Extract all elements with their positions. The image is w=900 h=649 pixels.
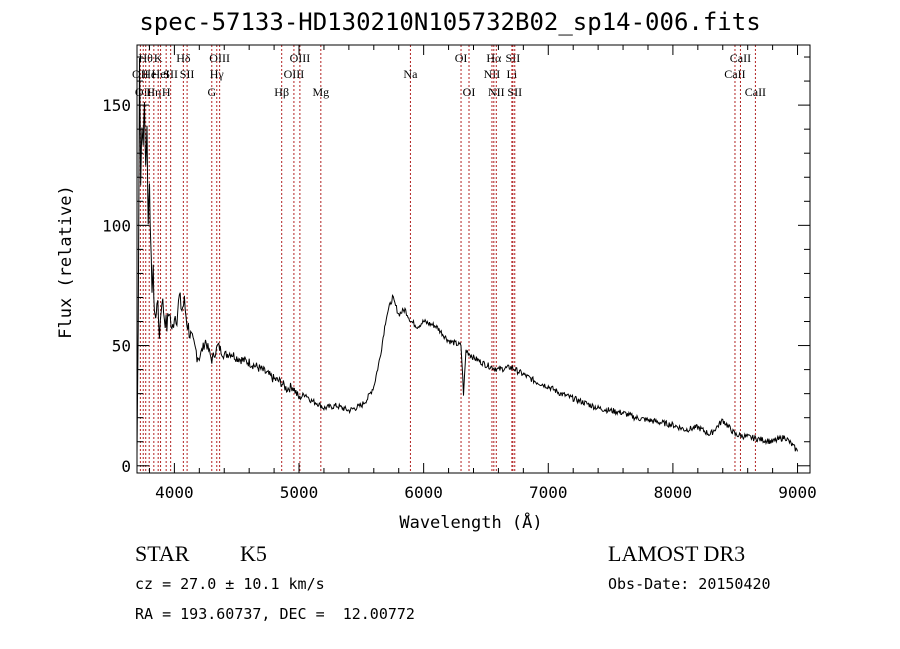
y-tick-label: 0 — [121, 457, 131, 476]
object-class: STAR — [135, 541, 190, 566]
obs-date-text: Obs-Date: 20150420 — [608, 575, 771, 593]
line-marker-label: SII — [180, 67, 195, 81]
line-marker-label: H — [162, 85, 171, 99]
line-marker-label: Hγ — [210, 67, 225, 81]
line-marker-label: CaII — [745, 85, 766, 99]
line-marker-label: Hδ — [176, 51, 191, 65]
x-tick-label: 9000 — [778, 483, 817, 502]
line-marker-label: SII — [507, 85, 522, 99]
line-marker-group: OIIOIIHθHeHηKHeIHSIIHδSIIGHγOIIIHβOIIIOI… — [132, 45, 766, 473]
x-tick-label: 7000 — [529, 483, 568, 502]
x-tick-label: 6000 — [404, 483, 443, 502]
y-axis-label: Flux (relative) — [56, 185, 76, 339]
line-marker-label: Hβ — [274, 85, 289, 99]
line-marker-label: OI — [455, 51, 468, 65]
line-marker-label: SII — [163, 67, 178, 81]
line-marker-label: Na — [403, 67, 418, 81]
line-marker-label: CaII — [724, 67, 745, 81]
line-marker-label: HeI — [152, 67, 170, 81]
line-marker-label: OIII — [290, 51, 311, 65]
line-marker-label: Li — [507, 67, 518, 81]
line-marker-label: Mg — [312, 85, 329, 99]
line-marker-label: Hθ — [139, 51, 154, 65]
plot-frame — [136, 44, 811, 474]
line-marker-label: Hα — [486, 51, 502, 65]
y-tick-label: 150 — [102, 96, 131, 115]
line-marker-label: OIII — [209, 51, 230, 65]
line-marker-label: NII — [484, 67, 501, 81]
x-tick-label: 8000 — [654, 483, 693, 502]
chart-title: spec-57133-HD130210N105732B02_sp14-006.f… — [139, 8, 761, 36]
line-marker-label: G — [207, 85, 216, 99]
y-tick-label: 50 — [112, 337, 131, 356]
line-marker-label: NII — [488, 85, 505, 99]
object-subclass: K5 — [240, 541, 267, 566]
line-marker-label: SII — [506, 51, 521, 65]
line-marker-label: OIII — [284, 67, 305, 81]
axes-group — [136, 44, 811, 474]
spectrum-line — [136, 58, 798, 454]
line-marker-label: Hη — [146, 85, 161, 99]
survey-name: LAMOST DR3 — [608, 541, 746, 566]
x-axis-label: Wavelength (Å) — [399, 511, 542, 533]
radec-text: RA = 193.60737, DEC = 12.00772 — [135, 605, 415, 623]
tick-group: 4000 5000 6000 7000 8000 9000 0 50 100 150 — [102, 45, 817, 502]
line-marker-label: CaII — [730, 51, 751, 65]
line-marker-label: OII — [132, 67, 149, 81]
x-tick-label: 5000 — [280, 483, 319, 502]
line-marker-label: OI — [463, 85, 476, 99]
line-marker-label: He — [142, 67, 156, 81]
line-marker-label: K — [154, 51, 163, 65]
x-tick-label: 4000 — [155, 483, 194, 502]
redshift-text: cz = 27.0 ± 10.1 km/s — [135, 575, 325, 593]
y-tick-label: 100 — [102, 216, 131, 235]
